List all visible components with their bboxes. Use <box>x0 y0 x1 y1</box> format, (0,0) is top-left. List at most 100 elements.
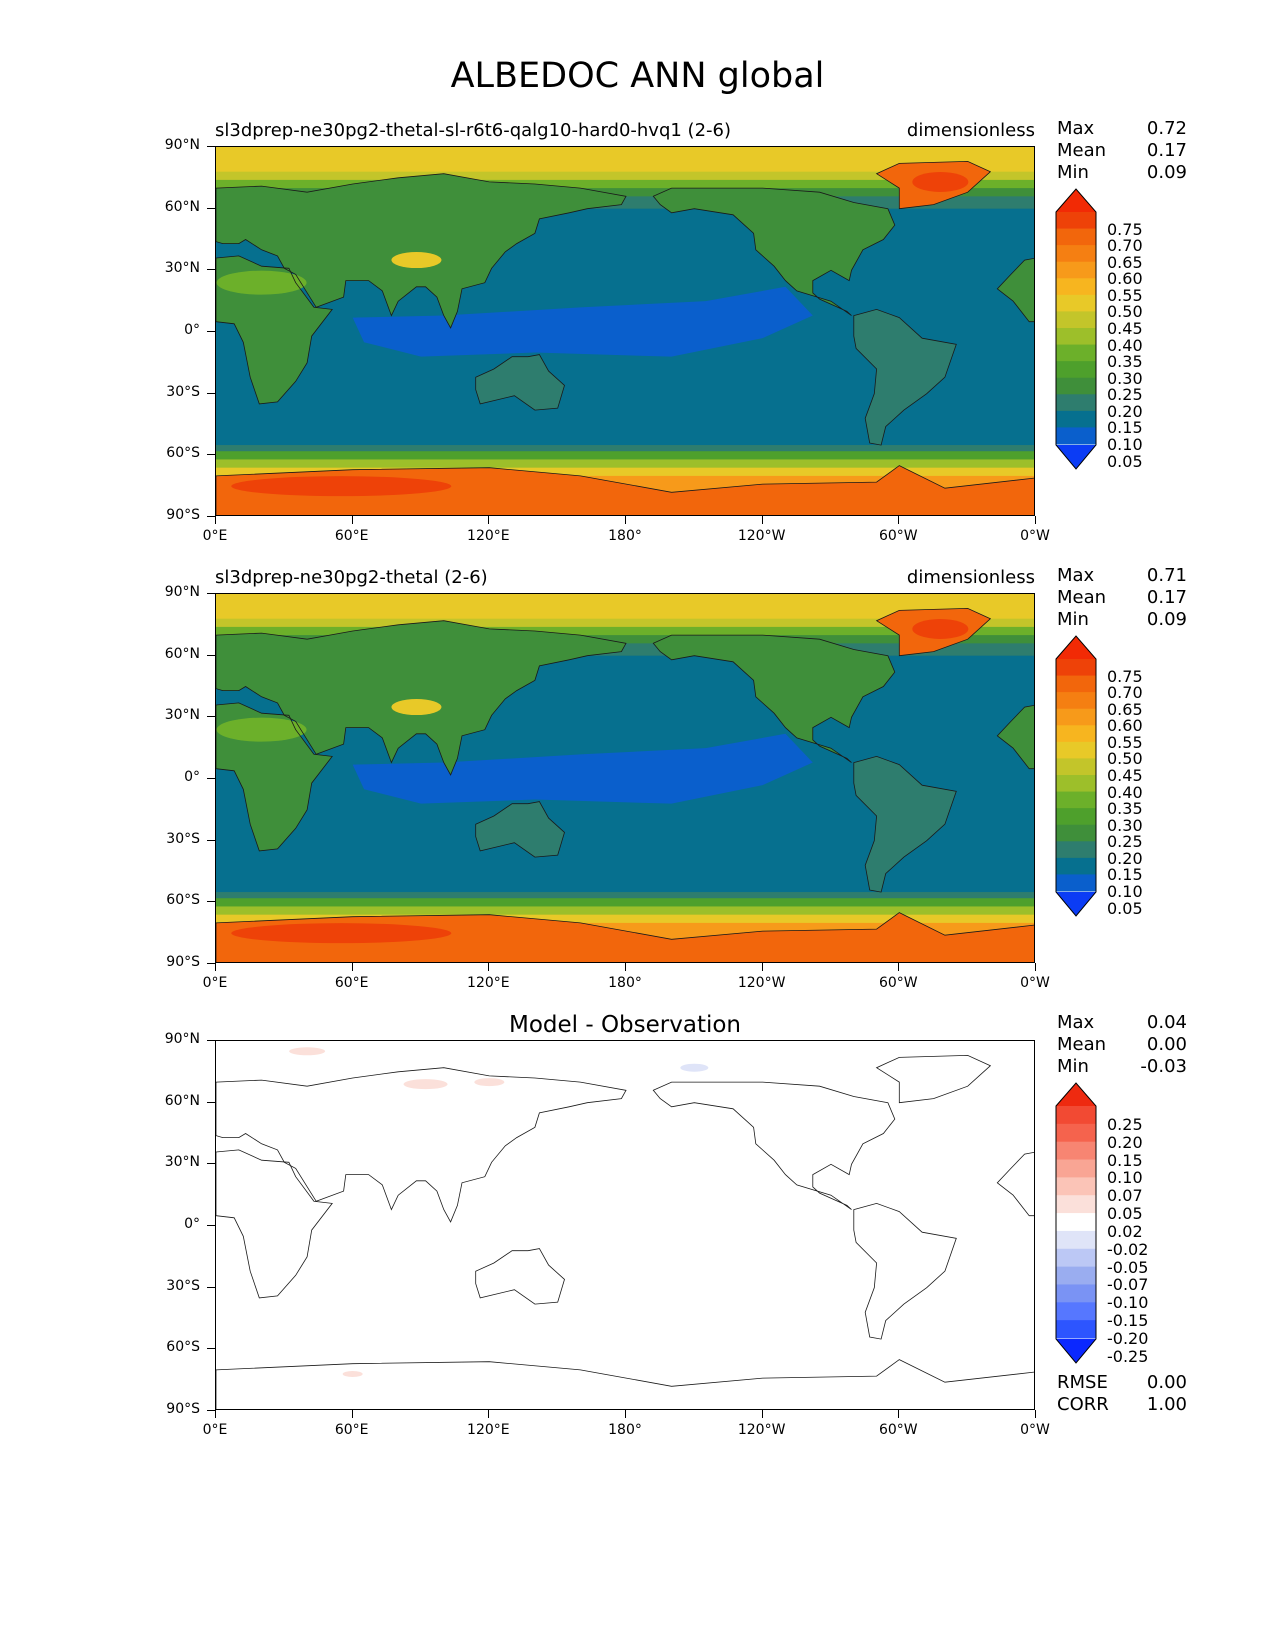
lon-tick-label: 0°W <box>1020 528 1050 544</box>
lat-tick-label: 30°S <box>166 1277 200 1294</box>
lon-tick-label: 120°E <box>467 528 510 544</box>
colorbar-tick-label: 0.15 <box>1107 418 1143 438</box>
lat-tick-label: 0° <box>184 769 200 785</box>
lat-tick-mark <box>207 516 215 517</box>
lon-tick-label: 0°E <box>202 528 228 544</box>
lat-tick-mark <box>207 1040 215 1041</box>
stat-row: Mean 0.00 <box>1057 1034 1187 1056</box>
lat-tick-label: 30°N <box>164 707 200 724</box>
lat-tick-label: 60°N <box>164 645 200 662</box>
colorbar-tick-label: 0.25 <box>1107 1114 1143 1134</box>
lat-tick-mark <box>207 146 215 147</box>
stat-row: Max 0.71 <box>1057 565 1187 587</box>
lat-tick-mark <box>207 778 215 779</box>
colorbar-tick-label: -0.15 <box>1107 1311 1149 1331</box>
lat-tick-label: 60°S <box>166 445 200 462</box>
map-field <box>216 594 1034 962</box>
colorbar-tick-label: 0.70 <box>1107 683 1143 703</box>
colorbar-tick-label: 0.25 <box>1107 385 1143 405</box>
lat-tick-label: 90°N <box>164 584 200 600</box>
colorbar-tick-label: 0.55 <box>1107 732 1143 752</box>
figure-title: ALBEDOC ANN global <box>450 56 825 96</box>
lon-tick-mark <box>215 516 216 524</box>
lon-tick-mark <box>351 1410 353 1418</box>
stat-value: 0.09 <box>1146 162 1187 183</box>
colorbar-tick-label: 0.10 <box>1107 1168 1143 1188</box>
lon-tick-mark <box>488 963 490 971</box>
colorbar-tick-label: 0.75 <box>1107 666 1143 686</box>
lon-tick-label: 0°E <box>202 1422 228 1438</box>
stat-value: -0.03 <box>1140 1056 1187 1077</box>
colorbar-tick-label: 0.05 <box>1107 898 1143 918</box>
colorbar-tick-label: 0.45 <box>1107 319 1143 338</box>
colorbar-tick-label: -0.05 <box>1107 1257 1149 1277</box>
colorbar-tick-label: -0.07 <box>1107 1275 1149 1295</box>
stat-row: CORR 1.00 <box>1057 1394 1187 1416</box>
lon-tick-mark <box>761 963 763 971</box>
lat-tick-label: 30°N <box>164 1154 200 1171</box>
lat-tick-label: 60°S <box>166 1339 200 1356</box>
stat-label: Min <box>1057 1056 1089 1077</box>
lat-tick-label: 90°N <box>164 1031 200 1047</box>
lon-tick-label: 60°E <box>334 528 369 544</box>
colorbar: 0.75 0.70 0.65 0.60 0.55 0.50 0.45 0.40 0.35 0.30… <box>1055 188 1143 474</box>
lon-tick-label: 120°W <box>737 1422 786 1438</box>
lat-tick-mark <box>207 654 215 656</box>
colorbar-tick-label: -0.25 <box>1107 1346 1149 1366</box>
colorbar-tick-label: 0.10 <box>1107 882 1143 901</box>
stat-value: 0.09 <box>1146 609 1187 630</box>
lon-tick-label: 60°E <box>334 975 369 991</box>
stat-label: Mean <box>1057 587 1107 608</box>
stat-row: RMSE 0.00 <box>1057 1372 1187 1394</box>
lon-tick-mark <box>898 963 900 971</box>
stat-value: 0.04 <box>1146 1012 1187 1033</box>
colorbar-tick-label: 0.20 <box>1107 1132 1143 1152</box>
lon-tick-mark <box>761 1410 763 1418</box>
summary-stats: Max 0.04 Mean 0.00 Min -0.03 <box>1057 1012 1187 1078</box>
colorbar-tick-label: 0.05 <box>1107 1204 1143 1224</box>
lon-tick-label: 180° <box>608 975 642 991</box>
lat-tick-mark <box>207 716 215 718</box>
colorbar-tick-label: 0.70 <box>1107 236 1143 256</box>
lat-tick-mark <box>207 963 215 964</box>
colorbar-tick-label: 0.30 <box>1107 815 1143 835</box>
colorbar-tick-label: 0.07 <box>1107 1186 1143 1206</box>
colorbar-tick-label: 0.65 <box>1107 699 1143 719</box>
lat-tick-label: 90°S <box>166 507 200 523</box>
error-stats: RMSE 0.00 CORR 1.00 <box>1057 1372 1187 1416</box>
colorbar-tick-label: 0.35 <box>1107 799 1143 819</box>
lat-tick-mark <box>207 1101 215 1103</box>
lat-tick-mark <box>207 207 215 209</box>
stat-value: 0.17 <box>1146 140 1187 161</box>
colorbar-tick-label: 0.25 <box>1107 832 1143 852</box>
colorbar-tick-label: 0.75 <box>1107 219 1143 239</box>
lat-tick-mark <box>207 901 215 903</box>
lon-tick-label: 0°W <box>1020 975 1050 991</box>
lat-tick-label: 90°S <box>166 1401 200 1417</box>
lon-tick-label: 180° <box>608 1422 642 1438</box>
stat-value: 0.72 <box>1146 118 1187 139</box>
panel-units: dimensionless <box>906 120 1035 141</box>
stat-label: Min <box>1057 609 1089 630</box>
lon-tick-label: 60°W <box>878 1422 918 1438</box>
lon-tick-mark <box>625 516 626 524</box>
panel-reference: sl3dprep-ne30pg2-thetal (2-6) dimensionl… <box>0 565 1275 1035</box>
lat-tick-mark <box>207 593 215 594</box>
lon-tick-mark <box>1035 963 1036 971</box>
lon-tick-label: 120°E <box>467 975 510 991</box>
colorbar-tick-label: 0.20 <box>1107 401 1143 421</box>
lon-tick-label: 120°W <box>737 528 786 544</box>
panel-title-center: Model - Observation <box>508 1012 742 1038</box>
stat-row: Max 0.72 <box>1057 118 1187 140</box>
stat-label: Max <box>1057 565 1095 586</box>
panel-test: sl3dprep-ne30pg2-thetal-sl-r6t6-qalg10-h… <box>0 118 1275 588</box>
colorbar-tick-label: 0.55 <box>1107 285 1143 305</box>
stat-row: Min -0.03 <box>1057 1056 1187 1078</box>
lon-tick-label: 120°E <box>467 1422 510 1438</box>
lat-tick-mark <box>207 331 215 332</box>
stat-label: Mean <box>1057 140 1107 161</box>
colorbar: 0.25 0.20 0.15 0.10 0.07 0.05 0.02 -0.02 -0.05 -0… <box>1055 1082 1148 1368</box>
lon-tick-mark <box>488 1410 490 1418</box>
lat-tick-mark <box>207 1348 215 1350</box>
stat-row: Min 0.09 <box>1057 609 1187 631</box>
